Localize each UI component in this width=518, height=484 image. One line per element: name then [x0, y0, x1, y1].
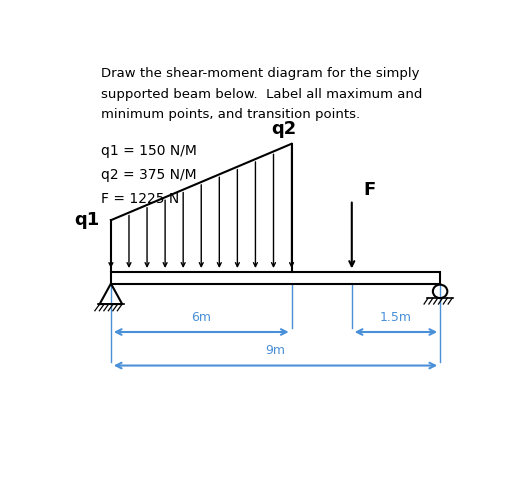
Text: q1: q1: [74, 211, 99, 229]
Text: supported beam below.  Label all maximum and: supported beam below. Label all maximum …: [101, 88, 422, 101]
Text: F = 1225 N: F = 1225 N: [101, 192, 179, 206]
Text: 1.5m: 1.5m: [380, 311, 412, 324]
Text: Draw the shear-moment diagram for the simply: Draw the shear-moment diagram for the si…: [101, 67, 420, 80]
Text: 6m: 6m: [191, 311, 211, 324]
Text: q2 = 375 N/M: q2 = 375 N/M: [101, 168, 196, 182]
Text: F: F: [364, 182, 376, 199]
Text: q1 = 150 N/M: q1 = 150 N/M: [101, 144, 197, 158]
Text: minimum points, and transition points.: minimum points, and transition points.: [101, 108, 360, 121]
Bar: [111, 272, 440, 284]
Text: 9m: 9m: [266, 344, 285, 357]
Text: q2: q2: [271, 120, 296, 138]
